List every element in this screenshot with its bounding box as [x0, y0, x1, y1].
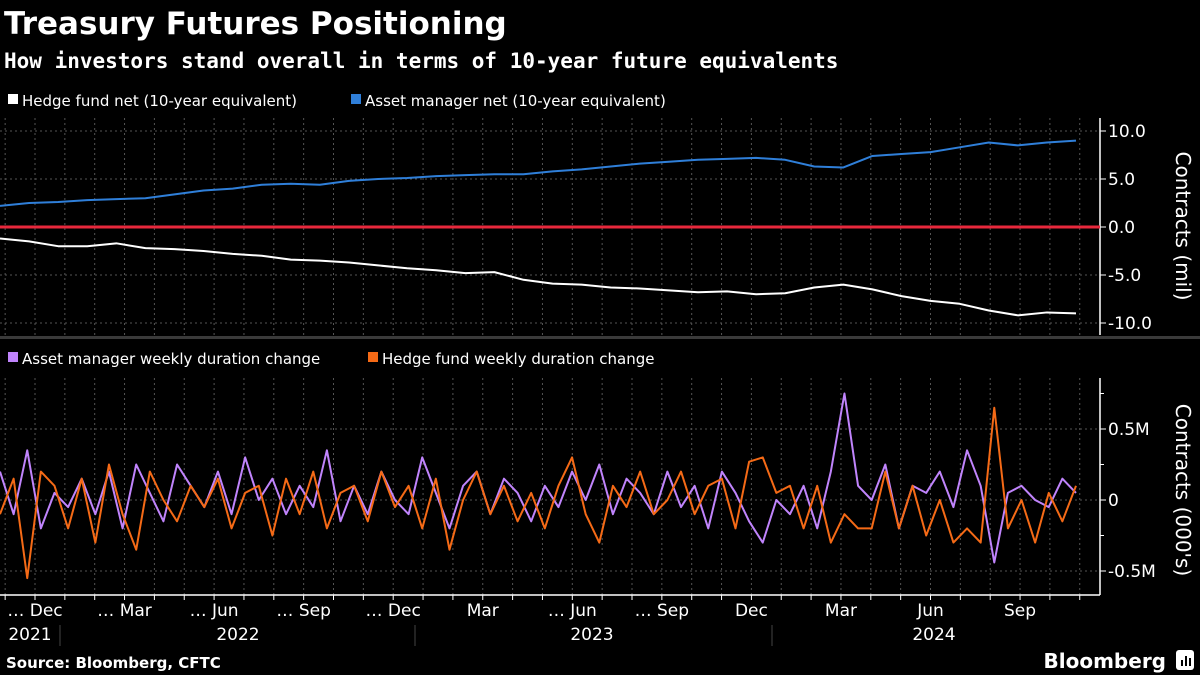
chart-title: Treasury Futures Positioning: [4, 6, 507, 42]
x-tick-label: Jun: [916, 601, 944, 621]
legend-top: Hedge fund net (10-year equivalent) Asse…: [8, 92, 666, 110]
series-line-asset-manager-net-10-year-equivalent: [0, 139, 1077, 207]
y-tick-label: 10.0: [1108, 122, 1146, 142]
panel-divider: [0, 336, 1200, 339]
y-tick-label: 5.0: [1108, 170, 1135, 190]
series-line-hedge-fund-net-10-year-equivalent: [0, 237, 1077, 317]
x-tick-label: Sep: [1004, 601, 1036, 621]
x-tick-label: … Sep: [276, 601, 330, 621]
x-year-label: 2024: [912, 625, 955, 645]
y-tick-label: 0.0: [1108, 218, 1135, 238]
legend-label-hedge-fund-net: Hedge fund net (10-year equivalent): [22, 92, 297, 110]
x-tick-label: … Dec: [7, 601, 62, 621]
legend-swatch-hedge-fund-net: [8, 94, 18, 104]
series-lines: [0, 139, 1077, 580]
y-tick-label: -0.5M: [1108, 562, 1156, 582]
y-tick-label: -10.0: [1108, 314, 1152, 334]
legend-swatch-asset-manager-net: [351, 94, 361, 104]
legend-label-asset-manager-net: Asset manager net (10-year equivalent): [365, 92, 666, 110]
legend-bottom: Asset manager weekly duration change Hed…: [8, 350, 654, 368]
x-tick-label: Mar: [825, 601, 857, 621]
x-year-label: 2023: [570, 625, 613, 645]
bloomberg-logo-icon: [1176, 650, 1194, 670]
x-tick-label: … Mar: [97, 601, 151, 621]
x-tick-label: … Dec: [366, 601, 421, 621]
axes: 10.0 5.0 0.0 -5.0 -10.0 0.5M 0 -0.5M … Dec … Mar ……: [0, 118, 1200, 646]
series-line-hedge-fund-weekly-duration-change: [0, 406, 1077, 580]
x-tick-label: … Sep: [635, 601, 689, 621]
source-note: Source: Bloomberg, CFTC: [6, 654, 221, 672]
x-tick-label: … Jun: [190, 601, 239, 621]
legend-label-asset-manager-change: Asset manager weekly duration change: [22, 350, 320, 368]
x-year-label: 2022: [216, 625, 259, 645]
x-tick-label: Mar: [467, 601, 499, 621]
y-tick-label: -5.0: [1108, 266, 1141, 286]
series-line-asset-manager-weekly-duration-change: [0, 392, 1077, 564]
x-tick-label: Dec: [735, 601, 768, 621]
x-year-label: 2021: [8, 625, 51, 645]
y-tick-label: 0: [1108, 491, 1119, 511]
y-axis-label-top: Contracts (mil): [1171, 151, 1195, 300]
y-tick-label: 0.5M: [1108, 420, 1150, 440]
x-tick-label: … Jun: [548, 601, 597, 621]
bloomberg-logo: Bloomberg: [1044, 649, 1166, 673]
grid: [0, 118, 1100, 595]
legend-label-hedge-fund-change: Hedge fund weekly duration change: [382, 350, 654, 368]
legend-swatch-asset-manager-change: [8, 352, 18, 362]
chart-subtitle: How investors stand overall in terms of …: [4, 49, 838, 73]
legend-swatch-hedge-fund-change: [368, 352, 378, 362]
y-axis-label-bottom: Contracts (000's): [1171, 404, 1195, 577]
